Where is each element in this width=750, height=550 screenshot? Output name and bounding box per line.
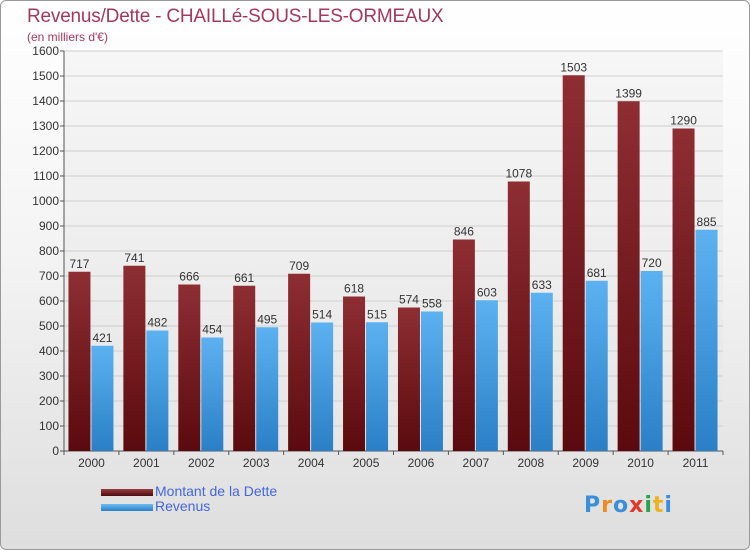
bar-dette [233, 285, 256, 451]
x-tick-label: 2009 [572, 456, 599, 470]
y-tick-label: 1500 [32, 69, 59, 83]
bar-revenus [201, 337, 224, 451]
bar-dette [507, 181, 530, 451]
data-label-revenus: 720 [642, 256, 662, 270]
data-label-dette: 1078 [505, 167, 532, 181]
x-tick-label: 2008 [517, 456, 544, 470]
data-label-dette: 666 [179, 270, 199, 284]
legend-swatch-dette [101, 489, 153, 496]
bar-dette [452, 239, 475, 451]
bar-revenus [640, 271, 663, 451]
data-label-dette: 846 [454, 225, 474, 239]
bar-revenus [91, 345, 114, 451]
bar-revenus [530, 292, 553, 451]
y-tick-label: 1300 [32, 119, 59, 133]
bar-revenus [146, 330, 169, 451]
data-label-dette: 574 [399, 293, 419, 307]
chart-title: Revenus/Dette - CHAILLé-SOUS-LES-ORMEAUX [27, 6, 444, 27]
bar-revenus [311, 322, 334, 451]
x-tick-label: 2005 [353, 456, 380, 470]
legend-label-revenus: Revenus [155, 498, 211, 514]
data-label-dette: 709 [289, 259, 309, 273]
y-tick-label: 900 [39, 219, 59, 233]
y-tick-label: 1400 [32, 94, 59, 108]
y-tick-label: 1000 [32, 194, 59, 208]
data-label-revenus: 482 [147, 316, 167, 330]
data-label-revenus: 633 [532, 278, 552, 292]
data-label-revenus: 558 [422, 297, 442, 311]
logo-letter: r [601, 493, 613, 518]
logo-letter: x [629, 493, 645, 518]
y-tick-label: 100 [39, 419, 59, 433]
logo-letter: t [652, 493, 665, 518]
data-label-dette: 1290 [670, 114, 697, 128]
y-tick-label: 1200 [32, 144, 59, 158]
data-label-revenus: 454 [202, 323, 222, 337]
y-tick-label: 800 [39, 244, 59, 258]
bar-dette [288, 273, 311, 451]
data-label-revenus: 421 [92, 331, 112, 345]
legend-label-dette: Montant de la Dette [155, 483, 278, 499]
y-tick-label: 500 [39, 319, 59, 333]
bar-dette [343, 296, 366, 451]
proxiti-logo: Proxiti [584, 493, 673, 518]
bar-revenus [585, 280, 608, 451]
x-tick-label: 2001 [133, 456, 160, 470]
y-tick-label: 400 [39, 344, 59, 358]
data-label-revenus: 495 [257, 312, 277, 326]
x-tick-label: 2004 [298, 456, 325, 470]
y-tick-label: 200 [39, 394, 59, 408]
y-tick-label: 1100 [33, 169, 59, 183]
x-tick-label: 2000 [78, 456, 105, 470]
bar-dette [672, 128, 695, 451]
bar-dette [397, 307, 420, 451]
chart-subtitle: (en milliers d'€) [27, 30, 108, 44]
logo-letter: o [612, 493, 630, 518]
x-tick-label: 2011 [683, 456, 709, 470]
bar-revenus [420, 311, 443, 451]
x-tick-label: 2010 [627, 456, 654, 470]
data-label-revenus: 515 [367, 307, 387, 321]
y-tick-label: 0 [52, 444, 59, 458]
data-label-revenus: 885 [697, 215, 717, 229]
logo-letter: i [644, 493, 653, 518]
x-tick-label: 2007 [463, 456, 490, 470]
y-tick-label: 300 [39, 369, 59, 383]
data-label-revenus: 681 [587, 266, 607, 280]
y-tick-label: 700 [39, 269, 59, 283]
data-label-revenus: 603 [477, 285, 497, 299]
data-label-dette: 1503 [560, 60, 587, 74]
bar-dette [617, 101, 640, 451]
bar-dette [562, 75, 585, 451]
y-tick-label: 600 [39, 294, 59, 308]
bar-revenus [366, 322, 389, 451]
data-label-dette: 717 [69, 257, 89, 271]
data-label-dette: 741 [124, 251, 144, 265]
data-label-revenus: 514 [312, 308, 332, 322]
data-label-dette: 661 [234, 271, 254, 285]
data-label-dette: 1399 [615, 86, 642, 100]
x-tick-label: 2006 [408, 456, 435, 470]
bar-dette [123, 265, 146, 451]
bar-dette [178, 284, 201, 451]
bar-dette [68, 271, 91, 451]
x-tick-label: 2003 [243, 456, 270, 470]
logo-letter: i [664, 493, 673, 518]
bar-revenus [475, 300, 498, 451]
x-tick-label: 2002 [188, 456, 215, 470]
logo-letter: P [584, 493, 602, 518]
legend-swatch-revenus [101, 504, 153, 511]
bar-revenus [695, 229, 718, 451]
bar-revenus [256, 327, 279, 451]
y-tick-label: 1600 [32, 44, 59, 58]
data-label-dette: 618 [344, 282, 364, 296]
